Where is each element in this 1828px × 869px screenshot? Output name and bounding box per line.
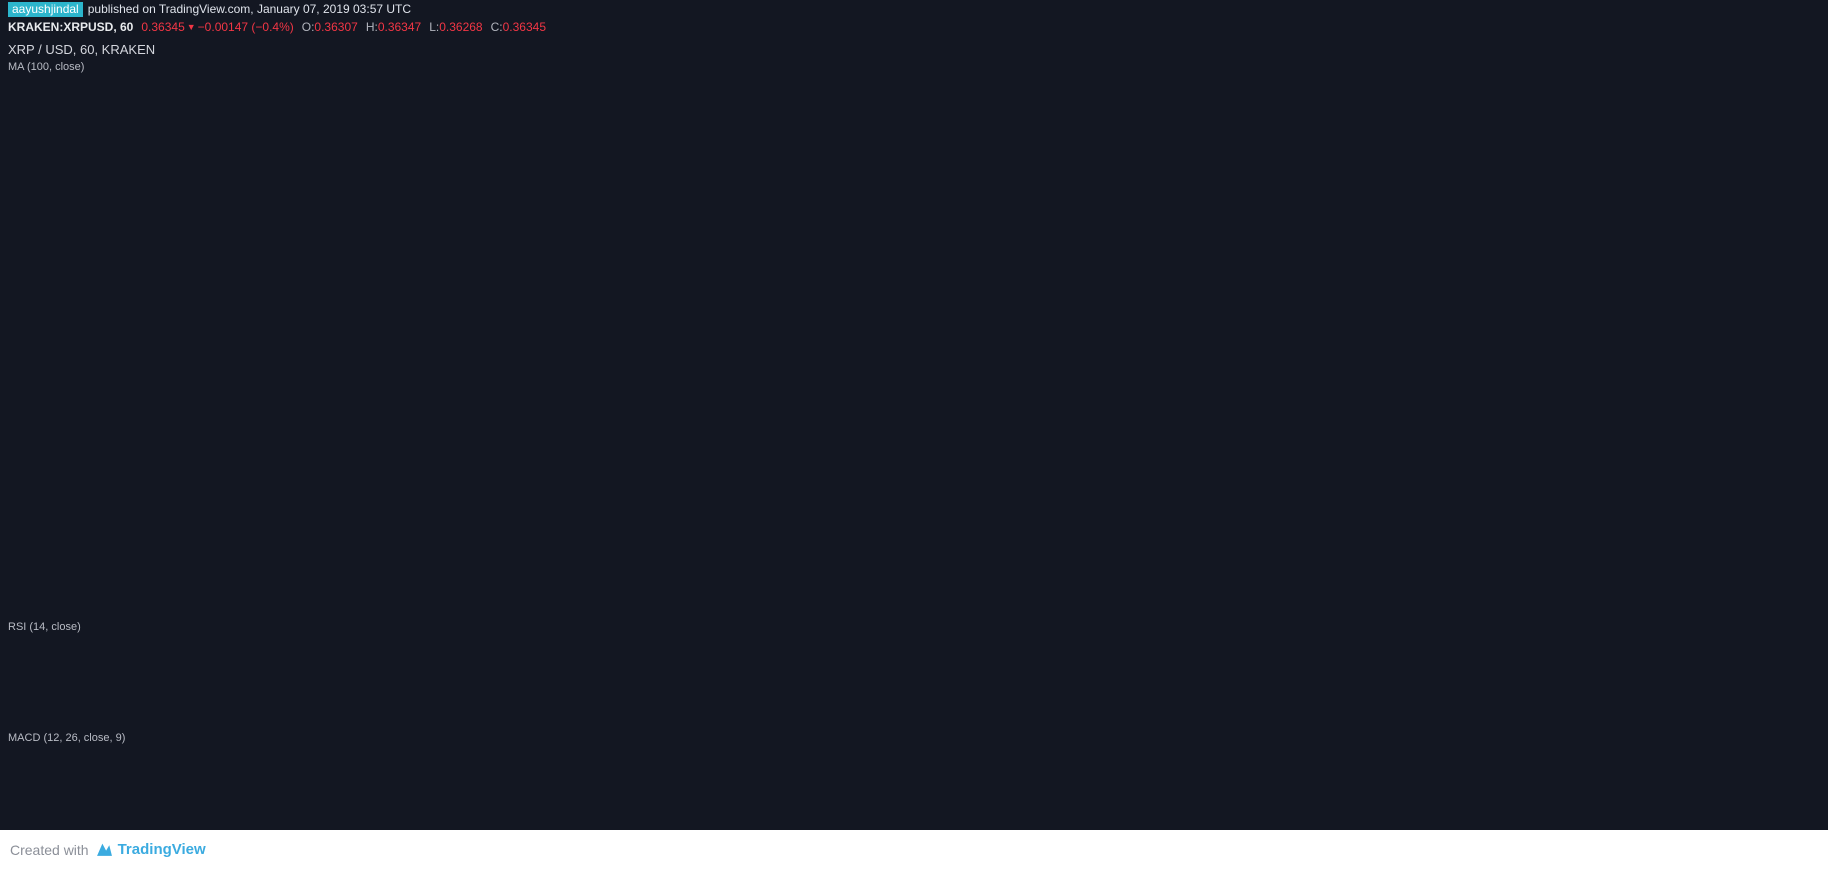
close-value: 0.36345 — [502, 20, 546, 34]
open-label: O: — [301, 20, 315, 34]
footer-bar: Created with TradingView — [0, 830, 1828, 869]
low-pair: L:0.36268 — [429, 20, 482, 34]
high-pair: H:0.36347 — [366, 20, 421, 34]
tradingview-brand[interactable]: TradingView — [117, 841, 206, 858]
down-triangle-icon: ▼ — [186, 22, 196, 32]
chart-area[interactable]: XRP / USD, 60, KRAKEN MA (100, close) RS… — [0, 36, 1828, 830]
close-pair: C:0.36345 — [491, 20, 546, 34]
last-price: 0.36345 — [141, 20, 185, 34]
low-value: 0.36268 — [439, 20, 483, 34]
attribution-text: published on TradingView.com, January 07… — [87, 2, 412, 16]
created-with-text: Created with — [10, 841, 89, 858]
symbol-name: KRAKEN:XRPUSD, 60 — [8, 20, 134, 34]
open-pair: O:0.36307 — [302, 20, 358, 34]
symbol-info-bar: KRAKEN:XRPUSD, 60 0.36345 ▼ −0.00147 (−0… — [0, 18, 1828, 36]
price-change: −0.00147 (−0.4%) — [197, 20, 294, 34]
chart-canvas[interactable] — [0, 36, 1828, 830]
close-label: C: — [490, 20, 503, 34]
high-label: H: — [365, 20, 378, 34]
low-label: L: — [429, 20, 440, 34]
attribution-bar: aayushjindal published on TradingView.co… — [0, 0, 1828, 18]
tradingview-logo-icon[interactable] — [96, 841, 113, 858]
author-link[interactable]: aayushjindal — [8, 1, 83, 17]
open-value: 0.36307 — [314, 20, 358, 34]
high-value: 0.36347 — [377, 20, 422, 34]
